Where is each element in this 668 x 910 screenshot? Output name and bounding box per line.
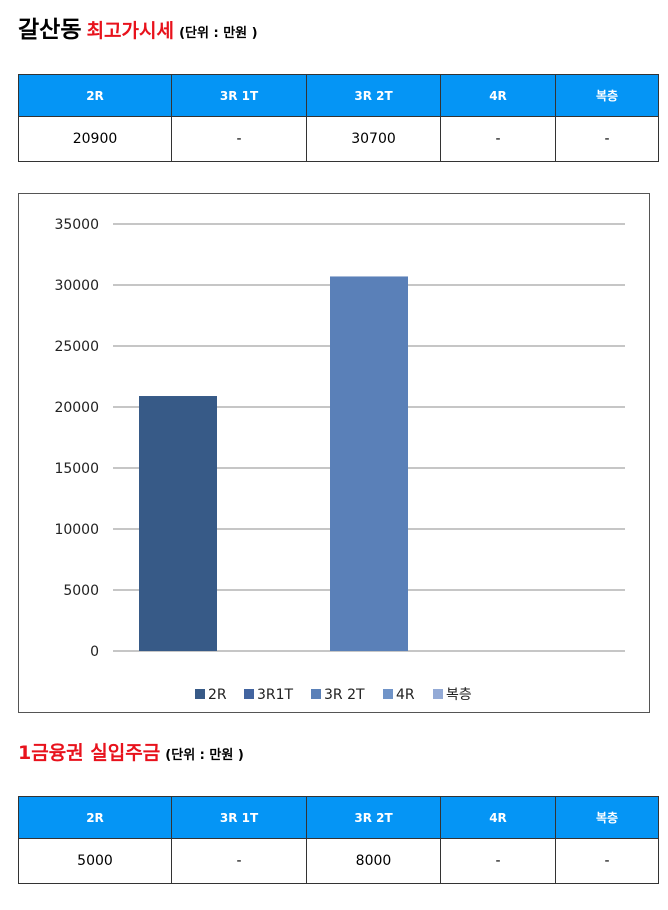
y-tick-label: 15000 (54, 461, 99, 477)
legend-label: 3R 2T (324, 687, 365, 703)
section1-title: 최고가시세 (86, 20, 174, 42)
legend-label: 3R1T (257, 687, 294, 703)
legend-label: 2R (208, 687, 227, 703)
bars (139, 276, 408, 651)
header-cell-3r2t: 3R 2T (306, 74, 441, 117)
place-name: 갈산동 (18, 17, 82, 43)
legend-label: 4R (396, 687, 415, 703)
legend-label: 복층 (446, 687, 472, 703)
legend-swatch (433, 689, 443, 699)
legend-swatch (383, 689, 393, 699)
header-cell-2r: 2R (18, 796, 172, 839)
legend-swatch (311, 689, 321, 699)
legend-swatch (244, 689, 254, 699)
header-cell-3r1t: 3R 1T (171, 74, 307, 117)
chart-svg: 0 5000 10000 15000 20000 25000 30000 35000 2R 3R… (54, 217, 625, 703)
header-cell-4r: 4R (440, 796, 556, 839)
header-cell-3r1t: 3R 1T (171, 796, 307, 839)
value-cell-3r2t: 8000 (306, 838, 441, 884)
move-in-cost-table: 2R 3R 1T 3R 2T 4R 복층 5000 - 8000 - - (18, 796, 659, 884)
value-cell-3r1t: - (171, 116, 307, 162)
header-cell-4r: 4R (440, 74, 556, 117)
section1-unit: (단위 : 만원 ) (179, 26, 258, 41)
table-header-row: 2R 3R 1T 3R 2T 4R 복층 (18, 74, 659, 117)
section2-unit: (단위 : 만원 ) (165, 748, 244, 763)
value-cell-4r: - (440, 838, 556, 884)
table-row: 20900 - 30700 - - (18, 116, 659, 162)
y-tick-label: 5000 (63, 583, 99, 599)
value-cell-4r: - (440, 116, 556, 162)
y-axis-ticks: 0 5000 10000 15000 20000 25000 30000 35000 (54, 217, 99, 660)
bar-3r2t (330, 276, 408, 651)
value-cell-3r2t: 30700 (306, 116, 441, 162)
max-price-table: 2R 3R 1T 3R 2T 4R 복층 20900 - 30700 - - (18, 74, 659, 162)
bar-2r (139, 396, 217, 651)
y-tick-label: 35000 (54, 217, 99, 233)
value-cell-2r: 5000 (18, 838, 172, 884)
value-cell-3r1t: - (171, 838, 307, 884)
value-cell-2r: 20900 (18, 116, 172, 162)
header-cell-2r: 2R (18, 74, 172, 117)
legend: 2R 3R1T 3R 2T 4R 복층 (195, 687, 472, 703)
section2-title: 1금융권 실입주금 (18, 742, 161, 764)
header-cell-duplex: 복층 (555, 796, 659, 839)
header-cell-3r2t: 3R 2T (306, 796, 441, 839)
value-cell-duplex: - (555, 838, 659, 884)
price-bar-chart: 0 5000 10000 15000 20000 25000 30000 35000 2R 3R… (18, 193, 650, 713)
value-cell-duplex: - (555, 116, 659, 162)
y-tick-label: 0 (90, 644, 99, 660)
heading-section1: 갈산동 최고가시세 (단위 : 만원 ) (18, 10, 258, 44)
table-header-row: 2R 3R 1T 3R 2T 4R 복층 (18, 796, 659, 839)
y-tick-label: 25000 (54, 339, 99, 355)
header-cell-duplex: 복층 (555, 74, 659, 117)
y-tick-label: 10000 (54, 522, 99, 538)
y-tick-label: 20000 (54, 400, 99, 416)
legend-swatch (195, 689, 205, 699)
y-tick-label: 30000 (54, 278, 99, 294)
table-row: 5000 - 8000 - - (18, 838, 659, 884)
heading-section2: 1금융권 실입주금 (단위 : 만원 ) (18, 738, 244, 765)
